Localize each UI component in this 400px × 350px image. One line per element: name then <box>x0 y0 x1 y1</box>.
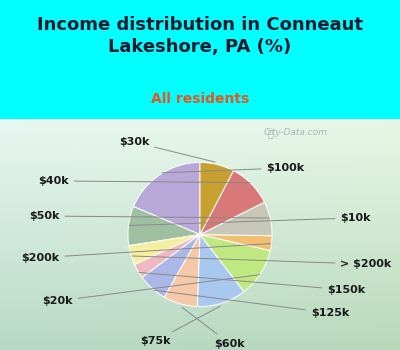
Text: Income distribution in Conneaut
Lakeshore, PA (%): Income distribution in Conneaut Lakeshor… <box>37 16 363 56</box>
Text: $100k: $100k <box>162 163 305 173</box>
Wedge shape <box>128 206 200 246</box>
Wedge shape <box>134 162 200 234</box>
Wedge shape <box>164 234 200 307</box>
Wedge shape <box>129 234 200 265</box>
Wedge shape <box>200 171 264 234</box>
Text: $40k: $40k <box>38 176 250 186</box>
Text: $60k: $60k <box>182 307 245 349</box>
Wedge shape <box>198 234 244 307</box>
Wedge shape <box>200 234 270 292</box>
Wedge shape <box>134 234 200 278</box>
Text: $10k: $10k <box>129 213 371 225</box>
Wedge shape <box>200 162 234 234</box>
Text: > $200k: > $200k <box>132 256 392 269</box>
Text: ⓘ: ⓘ <box>267 128 273 138</box>
Text: $75k: $75k <box>140 306 220 346</box>
Text: $125k: $125k <box>154 290 349 318</box>
Text: $200k: $200k <box>22 244 271 262</box>
Wedge shape <box>200 234 272 251</box>
Wedge shape <box>142 234 200 297</box>
Text: $150k: $150k <box>139 272 366 295</box>
Text: City-Data.com: City-Data.com <box>264 128 328 137</box>
Text: $50k: $50k <box>29 211 269 221</box>
Text: $20k: $20k <box>42 275 260 306</box>
Wedge shape <box>200 202 272 236</box>
Text: All residents: All residents <box>151 92 249 106</box>
Text: $30k: $30k <box>119 137 215 162</box>
